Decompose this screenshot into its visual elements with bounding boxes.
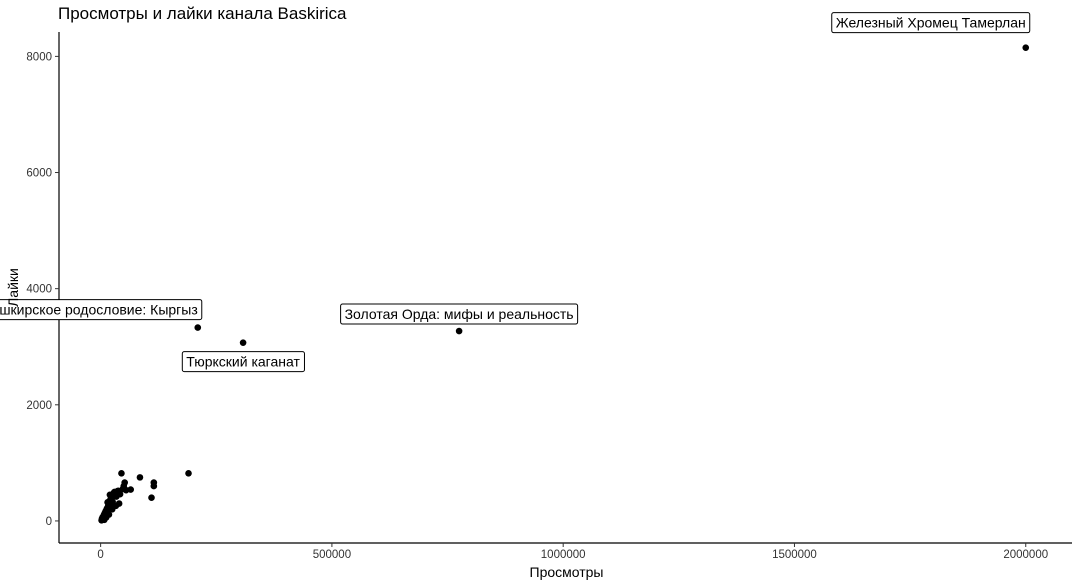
x-tick-label: 500000 <box>313 549 351 561</box>
data-point <box>105 511 113 518</box>
annotation-box <box>340 303 579 325</box>
chart-title: Просмотры и лайки канала Baskirica <box>58 4 347 23</box>
axes: 0 500000 1000000 1500000 2000000 0 2000 4000 600… <box>26 32 1072 561</box>
data-point <box>185 470 192 477</box>
annotation-text: Тюркский каганат <box>186 354 300 370</box>
data-point <box>112 502 120 510</box>
y-tick-label: 4000 <box>26 284 52 296</box>
annotation-box <box>181 351 305 373</box>
data-point <box>104 499 111 506</box>
annotation-label: Золотая Орда: мифы и реальность <box>340 303 579 325</box>
data-point <box>136 474 144 481</box>
x-tick-label: 0 <box>97 549 103 561</box>
y-axis-title: Лайки <box>5 268 21 307</box>
x-axis-title: Просмотры <box>530 564 604 580</box>
y-tick-label: 8000 <box>26 51 52 63</box>
data-point <box>239 339 247 346</box>
data-points <box>98 44 1030 524</box>
annotation-label: Башкирское родословие: Кыргыз <box>0 299 203 321</box>
x-tick-label: 1000000 <box>541 549 586 561</box>
annotations: Железный Хромец Тамерлан Башкирское родос… <box>0 12 1031 373</box>
data-point <box>116 490 124 498</box>
annotation-label: Тюркский каганат <box>181 351 305 373</box>
data-point <box>1022 44 1030 51</box>
data-point <box>150 479 158 486</box>
x-tick-label: 2000000 <box>1003 549 1048 561</box>
x-tick-label: 1500000 <box>772 549 817 561</box>
annotation-box <box>0 299 203 321</box>
data-point <box>106 491 114 499</box>
annotation-label: Железный Хромец Тамерлан <box>831 12 1031 34</box>
data-point <box>121 479 128 486</box>
annotation-text: Башкирское родословие: Кыргыз <box>0 302 198 318</box>
y-tick-label: 0 <box>46 516 52 528</box>
data-point <box>118 470 125 477</box>
data-point <box>148 494 155 502</box>
data-point <box>127 486 134 493</box>
data-point <box>455 327 463 335</box>
annotation-text: Золотая Орда: мифы и реальность <box>345 306 574 322</box>
data-point <box>194 324 202 331</box>
annotation-box <box>831 12 1031 34</box>
annotation-text: Железный Хромец Тамерлан <box>836 15 1026 31</box>
y-tick-label: 6000 <box>26 168 52 180</box>
y-tick-label: 2000 <box>26 400 52 412</box>
